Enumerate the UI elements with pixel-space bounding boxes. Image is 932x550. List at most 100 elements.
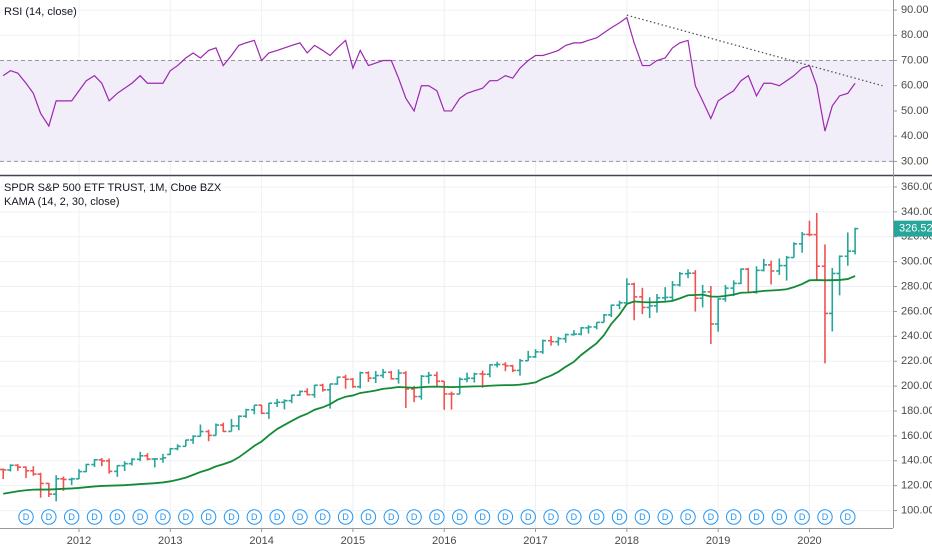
y-tick-label: 80.00 [901,29,929,41]
dividend-label: D [160,512,167,522]
ohlc-bar [296,390,304,396]
dividend-circle [132,509,148,525]
ohlc-bar [114,464,121,477]
ohlc-bar [669,281,676,301]
ohlc-bar [471,372,478,383]
dividend-marker: D [840,509,856,525]
dividend-label: D [639,512,646,522]
rsi-line [2,16,856,132]
ohlc-bar [661,287,669,301]
y-tick-label: 90.00 [901,4,929,16]
ohlc-bar [532,349,539,358]
y-axis: 30.00 40.00 50.00 60.00 70.00 80.00 90.00 [893,4,929,167]
dividend-circle [63,509,80,525]
dividend-label: D [799,512,806,522]
last-price-tag [894,220,932,237]
trend-line [626,14,883,87]
ohlc-bar [525,350,532,362]
dividend-label: D [114,512,121,522]
dividend-marker: D [657,509,673,525]
y-tick-label: 30.00 [901,155,929,167]
x-axis: 2012 2013 2014 2015 2016 2017 2018 2019 2020 [67,528,822,547]
ohlc-bar [37,472,44,498]
dividend-marker: D [109,509,126,525]
ohlc-bar [851,227,859,255]
ohlc-bar [502,362,509,372]
dividend-circle [41,509,57,525]
dividend-label: D [730,512,737,522]
dividend-circle [817,509,833,525]
dividend-marker: D [155,509,171,525]
y-tick-label: 220.00 [901,355,932,367]
dividend-marker: D [18,509,34,525]
ohlc-bar [516,358,524,376]
y-tick-label: 260.00 [901,305,932,317]
dividend-marker: D [520,509,536,525]
dividend-label: D [274,512,281,522]
dividend-marker: D [817,509,833,525]
dividend-circle [109,509,126,525]
dividend-circle [520,509,536,525]
ohlc-bar [570,330,578,336]
ohlc-bar [197,424,204,438]
dividend-circle [543,509,559,525]
dividend-label: D [662,512,669,522]
ohlc-bar [676,271,683,287]
y-tick-label: 300.00 [901,256,932,268]
ohlc-bar [783,255,790,281]
ohlc-bar [121,461,128,471]
dividend-marker: D [589,509,605,525]
dividend-label: D [68,512,75,522]
y-tick-label: 100.00 [901,504,932,516]
dividend-label: D [23,512,30,522]
dividend-circle [223,509,240,525]
dividend-marker: D [680,509,696,525]
ohlc-bar [813,212,820,280]
dividend-label: D [205,512,212,522]
dividend-circle [337,509,354,525]
dividend-label: D [411,512,418,522]
dividend-label: D [616,512,623,522]
dividend-circle [611,509,628,525]
ohlc-bar [128,458,136,466]
ohlc-bar [273,398,281,408]
ohlc-bar [395,369,402,384]
dividend-label: D [571,512,578,522]
y-tick-label: 360.00 [901,181,932,193]
dividend-marker: D [132,509,148,525]
dividend-marker: D [337,509,354,525]
dividend-label: D [525,512,532,522]
ohlc-bar [821,244,829,364]
dividend-circle [497,509,514,525]
ohlc-bar [304,388,311,396]
ohlc-bar [349,378,357,388]
dividend-label: D [46,512,53,522]
dividend-marker: D [566,509,582,525]
ohlc-bar [829,267,836,332]
dividend-label: D [548,512,555,522]
dividend-marker: D [771,509,788,525]
ohlc-bar [692,270,699,312]
ohlc-bar [159,453,167,463]
ohlc-bar [448,391,455,410]
dividend-label: D [822,512,829,522]
ohlc-bar [562,333,569,343]
ohlc-bar [844,232,852,266]
ohlc-bar [265,402,273,419]
dividend-label: D [708,512,715,522]
y-tick-label: 70.00 [901,54,929,66]
ohlc-bar [623,278,631,304]
y-tick-label: 180.00 [901,405,932,417]
dividend-marker: D [748,509,765,525]
y-tick-label: 140.00 [901,455,932,467]
dividend-marker: D [383,509,399,525]
ohlc-bar [684,269,692,279]
x-tick-label: 2017 [523,535,547,547]
dividend-circle [269,509,285,525]
dividend-circle [794,509,810,525]
ohlc-bar [205,429,212,442]
dividend-circle [657,509,673,525]
dividend-circle [725,509,742,525]
ohlc-bar [616,300,623,310]
dividend-label: D [251,512,258,522]
